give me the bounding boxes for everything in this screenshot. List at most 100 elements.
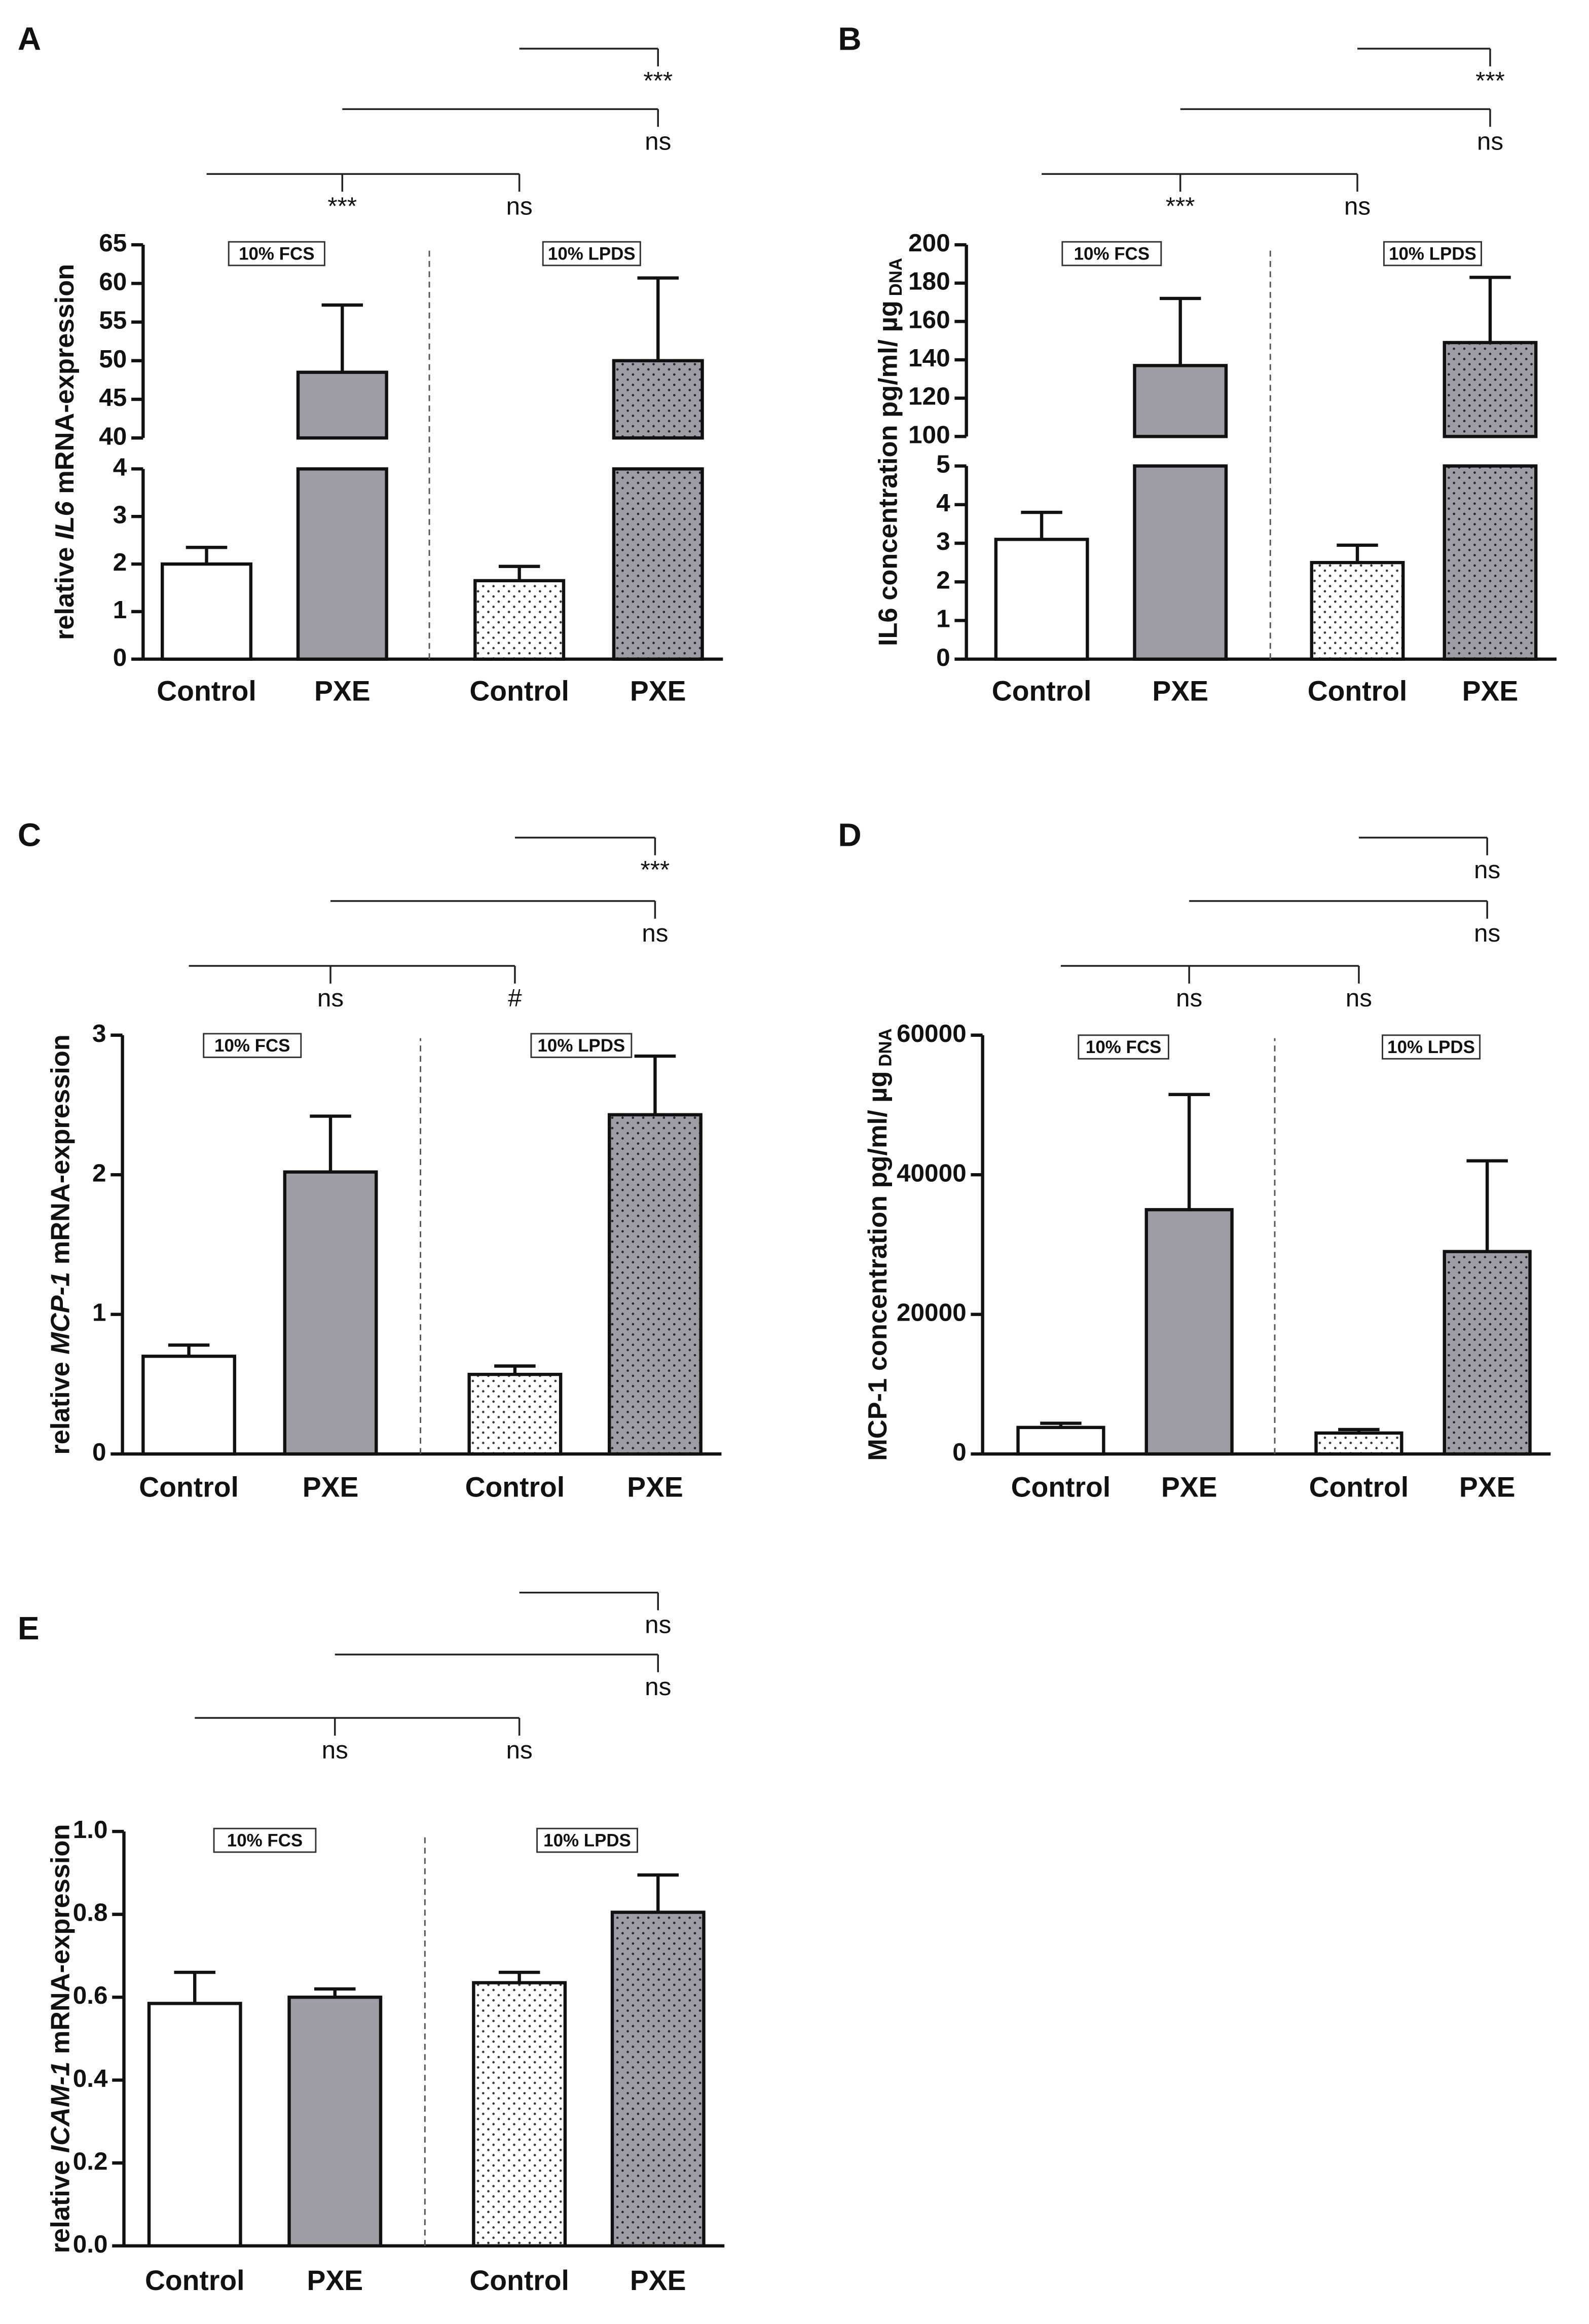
significance-label: *** [327, 192, 357, 220]
bar [141, 1355, 237, 1456]
significance-label: # [508, 984, 522, 1012]
y-tick-label: 0.6 [73, 1981, 108, 2009]
y-tick-label: 1 [92, 1299, 106, 1327]
bar-upper [1133, 364, 1228, 438]
x-tick-label: PXE [314, 675, 371, 706]
group-label: 10% FCS [239, 244, 314, 264]
bar [1016, 1426, 1105, 1456]
bar [1144, 1208, 1234, 1456]
y-tick-label: 140 [908, 344, 950, 372]
y-tick-label: 2 [936, 566, 950, 594]
bar [160, 562, 253, 661]
y-tick-label: 1 [113, 596, 127, 624]
y-tick-label: 200 [908, 229, 950, 257]
x-tick-label: PXE [1459, 1472, 1516, 1503]
bar-upper [296, 370, 388, 440]
group-label: 10% LPDS [1389, 244, 1476, 264]
y-tick-label: 0 [113, 644, 127, 671]
y-tick-label: 180 [908, 268, 950, 295]
y-tick-label: 4 [936, 489, 950, 517]
x-tick-label: PXE [627, 1472, 683, 1503]
y-tick-label: 2 [113, 548, 127, 576]
y-tick-label: 3 [92, 1020, 106, 1047]
significance-label: ns [642, 919, 668, 947]
panel-label: C [18, 817, 41, 853]
x-tick-label: PXE [1462, 675, 1519, 706]
bar [283, 1170, 378, 1456]
y-axis-label-part: IL6 concentration pg/ml/ µg [873, 301, 903, 646]
significance-label: ns [506, 192, 532, 220]
y-tick-label: 55 [99, 307, 127, 334]
y-tick-label: 0 [952, 1438, 967, 1466]
x-tick-label: Control [1309, 1472, 1409, 1503]
y-tick-label: 40000 [897, 1159, 967, 1187]
group-label: 10% LPDS [1387, 1037, 1475, 1057]
y-axis-label-gene: ICAM-1 [46, 2061, 75, 2153]
group-label-box [530, 1033, 633, 1058]
significance-label: ns [1474, 856, 1500, 884]
x-tick-label: Control [145, 2265, 245, 2296]
y-axis-label-part: mRNA-expression [46, 1034, 75, 1272]
bar-upper [612, 359, 704, 440]
y-tick-label: 0 [936, 644, 950, 671]
x-tick-label: PXE [303, 1472, 359, 1503]
y-tick-label: 0 [92, 1438, 106, 1466]
y-tick-label: 2 [92, 1159, 106, 1187]
group-label-box [1382, 1034, 1481, 1060]
significance-label: ns [645, 1611, 671, 1639]
y-tick-label: 0.4 [73, 2065, 108, 2092]
y-tick-label: 4 [113, 453, 127, 481]
y-axis-label-part: mRNA-expression [50, 264, 80, 502]
group-label-box [1061, 241, 1162, 267]
x-tick-label: PXE [1161, 1472, 1217, 1503]
y-axis-label-part: relative [50, 540, 80, 640]
y-axis-label-sub: DNA [886, 258, 906, 296]
y-axis-label-gene: IL6 [50, 501, 80, 540]
group-label: 10% FCS [1086, 1037, 1161, 1057]
y-tick-label: 5 [936, 451, 950, 478]
y-axis-label: relative ICAM-1 mRNA-expression [46, 1824, 75, 2254]
y-tick-label: 120 [908, 383, 950, 410]
group-label: 10% FCS [1074, 244, 1150, 264]
group-label: 10% LPDS [548, 244, 636, 264]
y-tick-label: 3 [113, 501, 127, 529]
bar [1314, 1431, 1403, 1456]
significance-label: ns [1176, 984, 1202, 1012]
x-tick-label: Control [1308, 675, 1408, 706]
y-tick-label: 0.2 [73, 2147, 108, 2175]
y-axis-label-part: MCP-1 concentration pg/ml/ µg [863, 1071, 893, 1461]
y-tick-label: 0.0 [73, 2230, 108, 2258]
bar [147, 2002, 242, 2247]
y-axis-label-part: relative [46, 2153, 75, 2253]
y-axis-label: MCP-1 concentration pg/ml/ µg DNA [863, 1028, 896, 1461]
y-tick-label: 60 [99, 268, 127, 295]
x-tick-label: PXE [1152, 675, 1208, 706]
group-label-box [542, 241, 641, 267]
y-tick-label: 100 [908, 421, 950, 448]
y-axis-label: relative MCP-1 mRNA-expression [46, 1034, 75, 1454]
group-label: 10% FCS [214, 1036, 290, 1056]
x-tick-label: Control [139, 1472, 239, 1503]
group-label: 10% LPDS [538, 1036, 625, 1056]
group-label-box [203, 1033, 302, 1058]
group-label-box [213, 1827, 317, 1853]
significance-label: ns [317, 984, 344, 1012]
bar [1310, 560, 1405, 661]
bar [612, 467, 704, 661]
x-tick-label: Control [469, 675, 569, 706]
panel-label: B [838, 20, 861, 57]
y-tick-label: 1.0 [73, 1816, 108, 1844]
group-label-box [228, 241, 325, 267]
y-axis-label: IL6 concentration pg/ml/ µg DNA [873, 258, 906, 646]
bar [296, 467, 388, 661]
group-label-box [1078, 1034, 1169, 1060]
significance-label: ns [506, 1736, 532, 1764]
bar-upper [1443, 341, 1538, 438]
panel-label: D [838, 817, 861, 853]
x-tick-label: PXE [630, 2265, 686, 2296]
bar [607, 1113, 703, 1456]
x-tick-label: Control [992, 675, 1092, 706]
panel-label: A [18, 20, 41, 57]
